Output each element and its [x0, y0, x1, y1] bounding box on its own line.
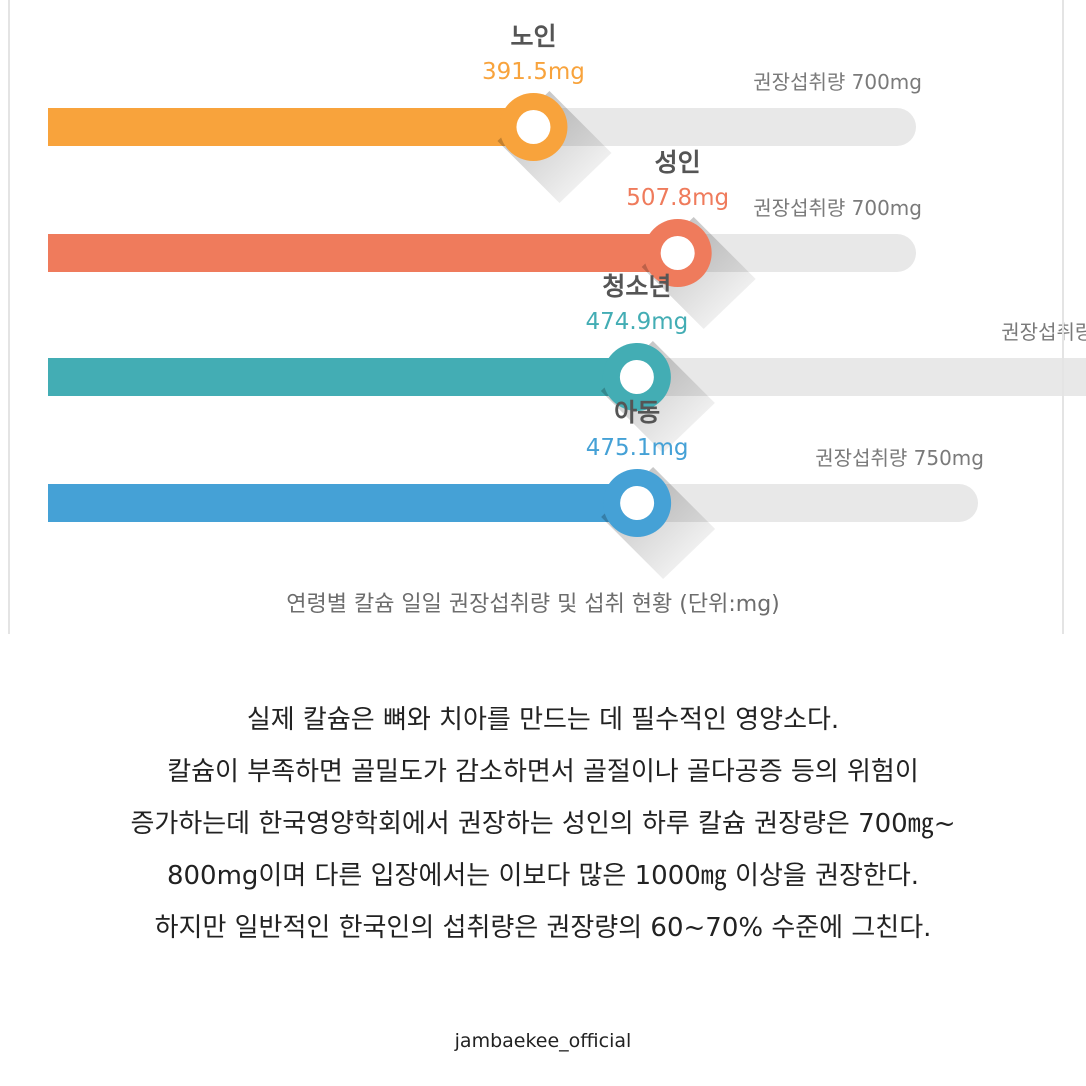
category-label: 청소년: [602, 272, 671, 301]
intake-bar: [48, 358, 637, 396]
body-line: 칼슘이 부족하면 골밀도가 감소하면서 골절이나 골다공증 등의 위험이: [167, 757, 919, 787]
account-handle: jambaekee_official: [454, 1030, 632, 1052]
intake-value-label: 391.5mg: [482, 59, 585, 85]
chart-plot: 노인 391.5mg 권장섭취량 700mg 성인 507.8mg 권장섭취량 700mg…: [48, 22, 1086, 579]
category-label: 성인: [655, 148, 701, 177]
body-text: 실제 칼슘은 뼈와 치아를 만드는 데 필수적인 영양소다. 칼슘이 부족하면 …: [40, 694, 1046, 954]
body-line: 800mg이며 다른 입장에서는 이보다 많은 1000㎎ 이상을 권장한다.: [166, 861, 920, 891]
recommended-label: 권장섭취량 700mg: [753, 196, 922, 220]
intake-marker-center: [516, 110, 551, 144]
intake-value-label: 507.8mg: [626, 185, 729, 211]
chart-left-border: [8, 0, 10, 634]
body-line: 실제 칼슘은 뼈와 치아를 만드는 데 필수적인 영양소다.: [246, 705, 840, 735]
intake-marker-center: [620, 486, 655, 520]
body-line: 증가하는데 한국영양학회에서 권장하는 성인의 하루 칼슘 권장량은 700㎎~: [130, 809, 956, 839]
intake-marker-center: [619, 360, 654, 394]
category-label: 노인: [510, 22, 556, 51]
calcium-chart: 노인 391.5mg 권장섭취량 700mg 성인 507.8mg 권장섭취량 700mg…: [8, 0, 1086, 634]
chart-right-border: [1062, 0, 1064, 634]
intake-bar: [48, 234, 678, 272]
chart-title: 연령별 칼슘 일일 권장섭취량 및 섭취 현황 (단위:mg): [286, 592, 780, 617]
intake-marker-center: [660, 236, 695, 270]
intake-value-label: 474.9mg: [585, 309, 688, 335]
category-label: 아동: [614, 398, 660, 427]
intake-value-label: 475.1mg: [586, 435, 689, 461]
recommended-label: 권장섭취량 900mg: [1001, 320, 1086, 344]
intake-bar: [48, 484, 638, 522]
body-line: 하지만 일반적인 한국인의 섭취량은 권장량의 60~70% 수준에 그친다.: [154, 913, 932, 943]
intake-bar: [48, 108, 534, 146]
recommended-label: 권장섭취량 700mg: [753, 70, 922, 94]
recommended-label: 권장섭취량 750mg: [815, 446, 984, 470]
